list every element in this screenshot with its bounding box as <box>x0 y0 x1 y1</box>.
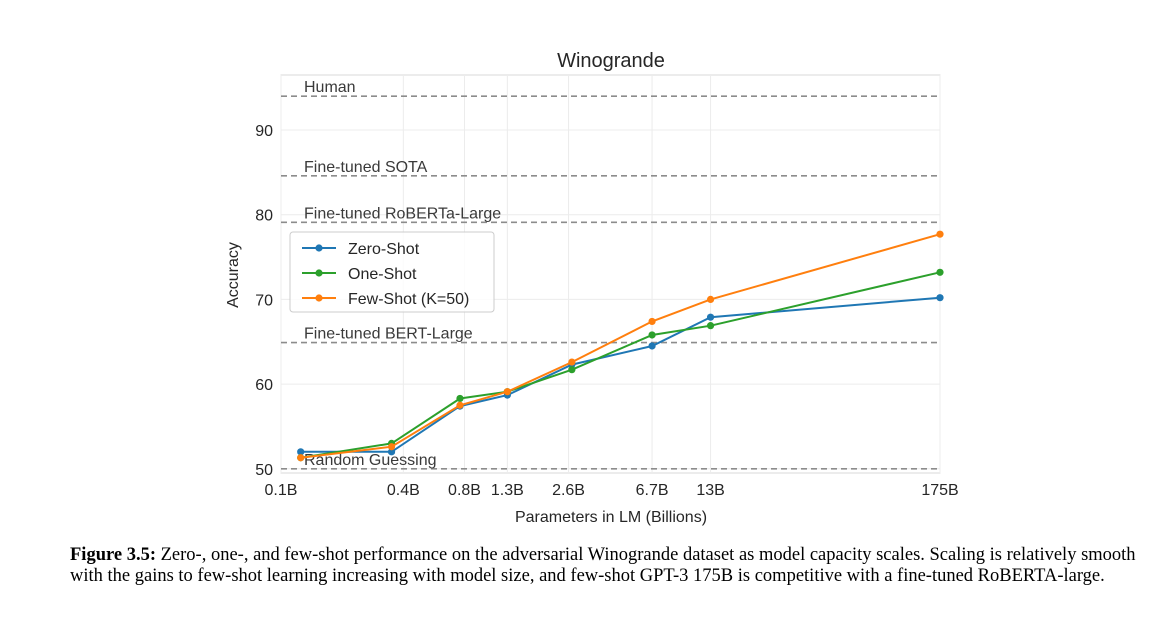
data-point <box>936 268 944 276</box>
data-point <box>648 331 656 339</box>
legend-marker <box>315 294 323 302</box>
y-axis-label: Accuracy <box>225 242 242 308</box>
data-point <box>297 448 305 456</box>
x-tick-label: 0.1B <box>265 482 298 499</box>
figure-caption: Figure 3.5: Zero-, one-, and few-shot pe… <box>70 545 1150 587</box>
reference-line-label: Human <box>304 79 356 96</box>
data-point <box>706 295 715 304</box>
x-tick-label: 0.4B <box>387 482 420 499</box>
data-point <box>387 443 396 451</box>
reference-line-label: Fine-tuned SOTA <box>304 159 428 176</box>
winogrande-chart: Winogrande Accuracy Parameters in LM (Bi… <box>225 50 959 526</box>
chart-title: Winogrande <box>557 50 665 72</box>
legend-label: Zero-Shot <box>348 241 420 258</box>
data-point <box>648 317 656 326</box>
y-tick-label: 50 <box>255 462 273 479</box>
data-point <box>936 230 944 238</box>
data-point <box>568 366 576 374</box>
legend-box <box>289 231 495 313</box>
x-tick-label: 6.7B <box>636 482 669 499</box>
legend-label: One-Shot <box>348 266 417 283</box>
y-tick-label: 90 <box>255 123 273 140</box>
x-tick-label: 2.6B <box>552 482 585 499</box>
reference-line-label: Fine-tuned RoBERTa-Large <box>304 205 501 222</box>
data-point <box>297 454 305 462</box>
legend-label: Few-Shot (K=50) <box>348 291 469 308</box>
legend-marker <box>315 244 323 252</box>
x-tick-label: 13B <box>696 482 724 499</box>
caption-text: Zero-, one-, and few-shot performance on… <box>70 545 1136 586</box>
y-tick-label: 60 <box>255 377 273 394</box>
reference-line-label: Fine-tuned BERT-Large <box>304 326 473 343</box>
y-tick-label: 70 <box>255 292 273 309</box>
x-tick-label: 1.3B <box>491 482 524 499</box>
data-point <box>456 401 464 409</box>
data-point <box>936 294 944 302</box>
x-tick-label: 0.8B <box>448 482 481 499</box>
reference-line-label: Random Guessing <box>304 452 437 469</box>
series-line <box>300 271 941 459</box>
data-point <box>503 388 511 396</box>
caption-label: Figure 3.5: <box>70 545 156 565</box>
series-line <box>300 233 941 459</box>
data-point <box>648 342 656 350</box>
x-axis-label: Parameters in LM (Billions) <box>515 509 707 526</box>
data-point <box>387 448 396 456</box>
data-point <box>706 313 715 321</box>
x-tick-label: 175B <box>921 482 958 499</box>
y-tick-label: 80 <box>255 208 273 225</box>
data-point <box>706 322 715 330</box>
data-point <box>568 358 576 366</box>
data-point <box>456 394 464 403</box>
legend-marker <box>315 269 323 277</box>
